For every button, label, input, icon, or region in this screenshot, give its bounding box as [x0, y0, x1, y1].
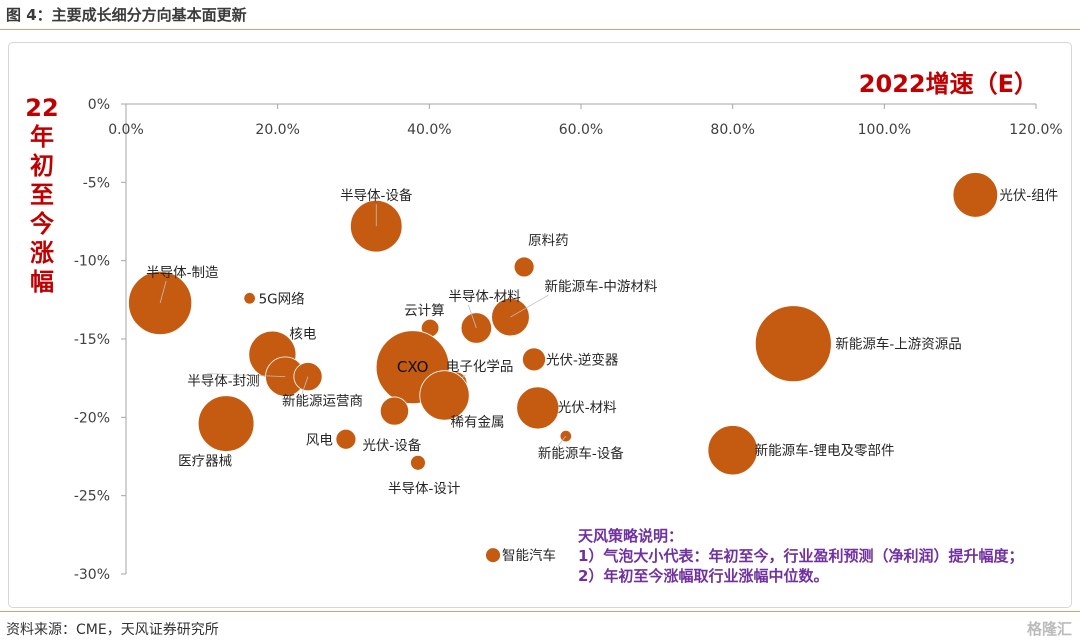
leader-line [159, 280, 167, 304]
leader-line [510, 294, 549, 318]
bubble [410, 454, 426, 471]
y-tick-label: 0% [88, 97, 110, 113]
bubble [707, 425, 758, 476]
bubble-label: 新能源车-上游资源品 [835, 336, 961, 353]
chart-frame [8, 42, 1072, 608]
x-tick-label: 20.0% [255, 122, 299, 138]
bubble [754, 305, 832, 383]
x-axis-title: 2022增速（E） [858, 70, 1038, 98]
bubble [485, 547, 501, 564]
bubble-label: 风电 [306, 432, 333, 448]
y-tick-label: -30% [74, 567, 110, 583]
bubble-label: 新能源车-设备 [538, 445, 624, 462]
y-tick-label: -20% [74, 410, 110, 426]
bubble [516, 386, 560, 430]
bubble-label: 原料药 [528, 233, 569, 249]
top-divider [0, 29, 1080, 30]
x-tick-label: 0.0% [108, 122, 144, 138]
bubble [522, 347, 546, 372]
bubble-label: 光伏-材料 [558, 400, 617, 416]
x-tick-label: 60.0% [559, 122, 603, 138]
bubble-label: 半导体-制造 [146, 265, 219, 281]
bubble [460, 312, 493, 344]
bubble [197, 395, 255, 452]
bubble-label: 半导体-封测 [187, 374, 259, 390]
x-tick-label: 120.0% [1009, 122, 1062, 138]
bubble-label: 新能源车-锂电及零部件 [755, 442, 895, 459]
bubble [513, 256, 535, 278]
bottom-divider [0, 611, 1080, 612]
leader-line [301, 376, 309, 394]
note-heading: 天风策略说明： [578, 527, 684, 545]
strategy-note: 天风策略说明： 1）气泡大小代表：年初至今，行业盈利预测（净利润）提升幅度； 2… [578, 526, 1023, 586]
note-line-2: 2）年初至今涨幅取行业涨幅中位数。 [578, 567, 829, 585]
bubble-label: 电子化学品 [446, 359, 514, 375]
x-tick-label: 100.0% [858, 122, 911, 138]
x-tick-label: 40.0% [407, 122, 451, 138]
bubble-label: 5G网络 [259, 291, 306, 307]
bubble-label: 稀有金属 [451, 414, 505, 430]
bubble-label: 光伏-组件 [999, 188, 1058, 204]
leader-line [557, 435, 567, 447]
bubble-label: 新能源车-中游材料 [544, 278, 657, 295]
figure-title: 图 4：主要成长细分方向基本面更新 [6, 6, 247, 24]
y-tick-label: -10% [74, 254, 110, 270]
bubble [379, 396, 409, 426]
leader-line [207, 373, 286, 377]
y-tick-label: -15% [74, 332, 110, 348]
y-tick-label: -25% [74, 489, 110, 505]
bubble-label: 半导体-设计 [388, 481, 460, 497]
source-note: 资料来源：CME，天风证券研究所 [6, 622, 219, 638]
bubble-label: 云计算 [404, 303, 445, 319]
bubble [335, 428, 357, 450]
leader-line [467, 304, 477, 329]
x-tick-label: 80.0% [710, 122, 754, 138]
watermark-logo: 格隆汇 [1026, 620, 1072, 638]
bubble-label: 医疗器械 [178, 454, 232, 470]
bubble-label: 智能汽车 [502, 547, 556, 564]
y-tick-label: -5% [83, 175, 110, 191]
bubble-label: 光伏-设备 [362, 437, 421, 454]
bubble-label: 核电 [289, 327, 316, 343]
bubble [243, 292, 256, 305]
bubble-label: 新能源运营商 [282, 394, 363, 410]
note-line-1: 1）气泡大小代表：年初至今，行业盈利预测（净利润）提升幅度； [578, 547, 1024, 565]
bubble-label: 半导体-材料 [448, 289, 521, 305]
bubble-label: CXO [397, 358, 429, 376]
bubble [419, 370, 470, 421]
bubble [952, 172, 999, 218]
bubble-label: 半导体-设备 [340, 187, 413, 204]
y-axis-title: 22年初至今涨幅 [25, 94, 59, 296]
bubble-label: 光伏-逆变器 [546, 352, 619, 368]
